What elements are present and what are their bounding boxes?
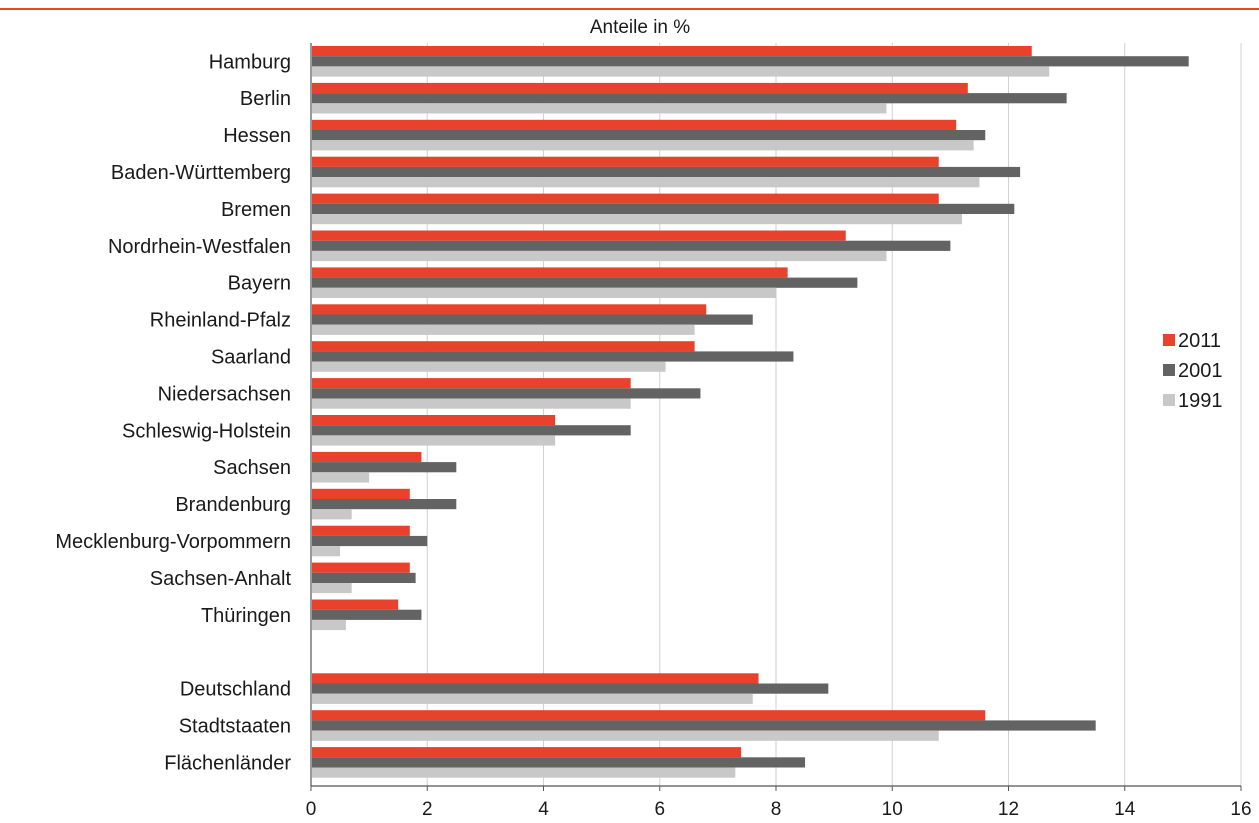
bar-2011 (312, 747, 742, 758)
x-tick-label: 14 (1114, 799, 1136, 820)
category-label: Niedersachsen (158, 383, 291, 405)
bars (312, 46, 1189, 778)
bar-2011 (312, 230, 846, 241)
bar-2001 (312, 203, 1015, 214)
x-tick-label: 16 (1230, 799, 1251, 820)
bar-2001 (312, 462, 457, 473)
bar-2011 (312, 267, 788, 278)
bar-2011 (312, 451, 422, 463)
bar-2001 (312, 609, 422, 620)
top-rule (0, 8, 1259, 10)
category-label: Sachsen-Anhalt (150, 568, 292, 590)
bar-2001 (312, 388, 701, 399)
bar-2001 (312, 572, 416, 583)
axes (310, 43, 1242, 791)
category-label: Schleswig-Holstein (122, 420, 291, 442)
bar-2011 (312, 46, 1032, 57)
bar-2011 (312, 562, 410, 573)
bar-1991 (312, 177, 980, 188)
category-label: Stadtstaaten (179, 716, 291, 738)
bar-1991 (312, 250, 887, 262)
bar-2001 (312, 535, 428, 547)
category-label: Nordrhein-Westfalen (108, 236, 291, 258)
bar-1991 (312, 583, 352, 594)
x-tick-label: 6 (654, 799, 665, 820)
x-tick-label: 8 (771, 799, 782, 820)
bar-1991 (312, 361, 666, 372)
bar-2011 (312, 378, 631, 389)
legend-swatch-2001 (1163, 364, 1175, 376)
legend-swatch-2011 (1163, 334, 1175, 346)
bar-1991 (312, 66, 1050, 77)
category-label: Bayern (228, 273, 291, 295)
bar-2011 (312, 341, 695, 352)
bar-2001 (312, 240, 951, 251)
bar-2001 (312, 757, 806, 768)
bar-2001 (312, 130, 986, 141)
category-label: Hamburg (209, 51, 291, 73)
bar-2001 (312, 351, 794, 362)
legend-swatch-1991 (1163, 394, 1175, 406)
x-tick-label: 0 (306, 799, 317, 820)
bar-2011 (312, 304, 707, 315)
bar-2011 (312, 710, 986, 721)
x-tick-label: 4 (538, 799, 549, 820)
bar-2011 (312, 673, 759, 684)
bar-2011 (312, 599, 399, 610)
bar-1991 (312, 546, 341, 557)
bar-2011 (312, 415, 556, 426)
bar-2011 (312, 488, 410, 499)
category-label: Mecklenburg-Vorpommern (55, 531, 291, 553)
legend-label-2011: 2011 (1178, 330, 1221, 352)
category-label: Saarland (211, 347, 291, 369)
bar-1991 (312, 140, 974, 151)
bar-1991 (312, 287, 776, 298)
bar-1991 (312, 435, 556, 446)
bar-2001 (312, 93, 1067, 104)
bar-2001 (312, 277, 858, 288)
bar-1991 (312, 398, 631, 409)
bar-2011 (312, 82, 968, 94)
category-label: Berlin (240, 88, 291, 110)
bar-2011 (312, 193, 939, 204)
bar-2001 (312, 425, 631, 436)
bar-1991 (312, 472, 370, 483)
legend-label-2001: 2001 (1178, 360, 1223, 382)
chart-title: Anteile in % (590, 17, 690, 38)
category-labels: Hamburg Berlin Hessen Baden-Württemberg Brem… (55, 51, 291, 774)
x-tick-label: 10 (882, 799, 903, 820)
bar-1991 (312, 767, 736, 778)
x-tick-labels: 0 2 4 6 8 10 12 14 16 (306, 799, 1252, 820)
bar-2011 (312, 156, 939, 167)
bar-2011 (312, 119, 957, 130)
x-tick-label: 2 (422, 799, 433, 820)
legend-label-1991: 1991 (1178, 390, 1223, 412)
bar-2001 (312, 499, 457, 510)
bar-1991 (312, 693, 753, 704)
bar-1991 (312, 324, 695, 335)
category-label: Baden-Württemberg (111, 162, 291, 184)
bar-2001 (312, 683, 829, 694)
bar-2001 (312, 56, 1189, 67)
category-label: Flächenländer (164, 752, 291, 774)
category-label: Deutschland (180, 679, 291, 701)
bar-1991 (312, 619, 346, 631)
category-label: Hessen (223, 125, 291, 147)
bar-1991 (312, 214, 962, 225)
bar-2001 (312, 314, 753, 325)
bar-1991 (312, 509, 352, 520)
bar-1991 (312, 103, 887, 114)
bar-2001 (312, 720, 1096, 731)
x-tick-label: 12 (998, 799, 1019, 820)
category-label: Thüringen (201, 605, 291, 627)
bar-2011 (312, 525, 410, 536)
category-label: Brandenburg (175, 494, 291, 516)
bar-1991 (312, 730, 939, 741)
category-label: Rheinland-Pfalz (150, 310, 291, 332)
category-label: Sachsen (213, 457, 291, 479)
legend: 2011 2001 1991 (1163, 330, 1223, 412)
bar-2001 (312, 166, 1021, 178)
category-label: Bremen (221, 199, 291, 221)
